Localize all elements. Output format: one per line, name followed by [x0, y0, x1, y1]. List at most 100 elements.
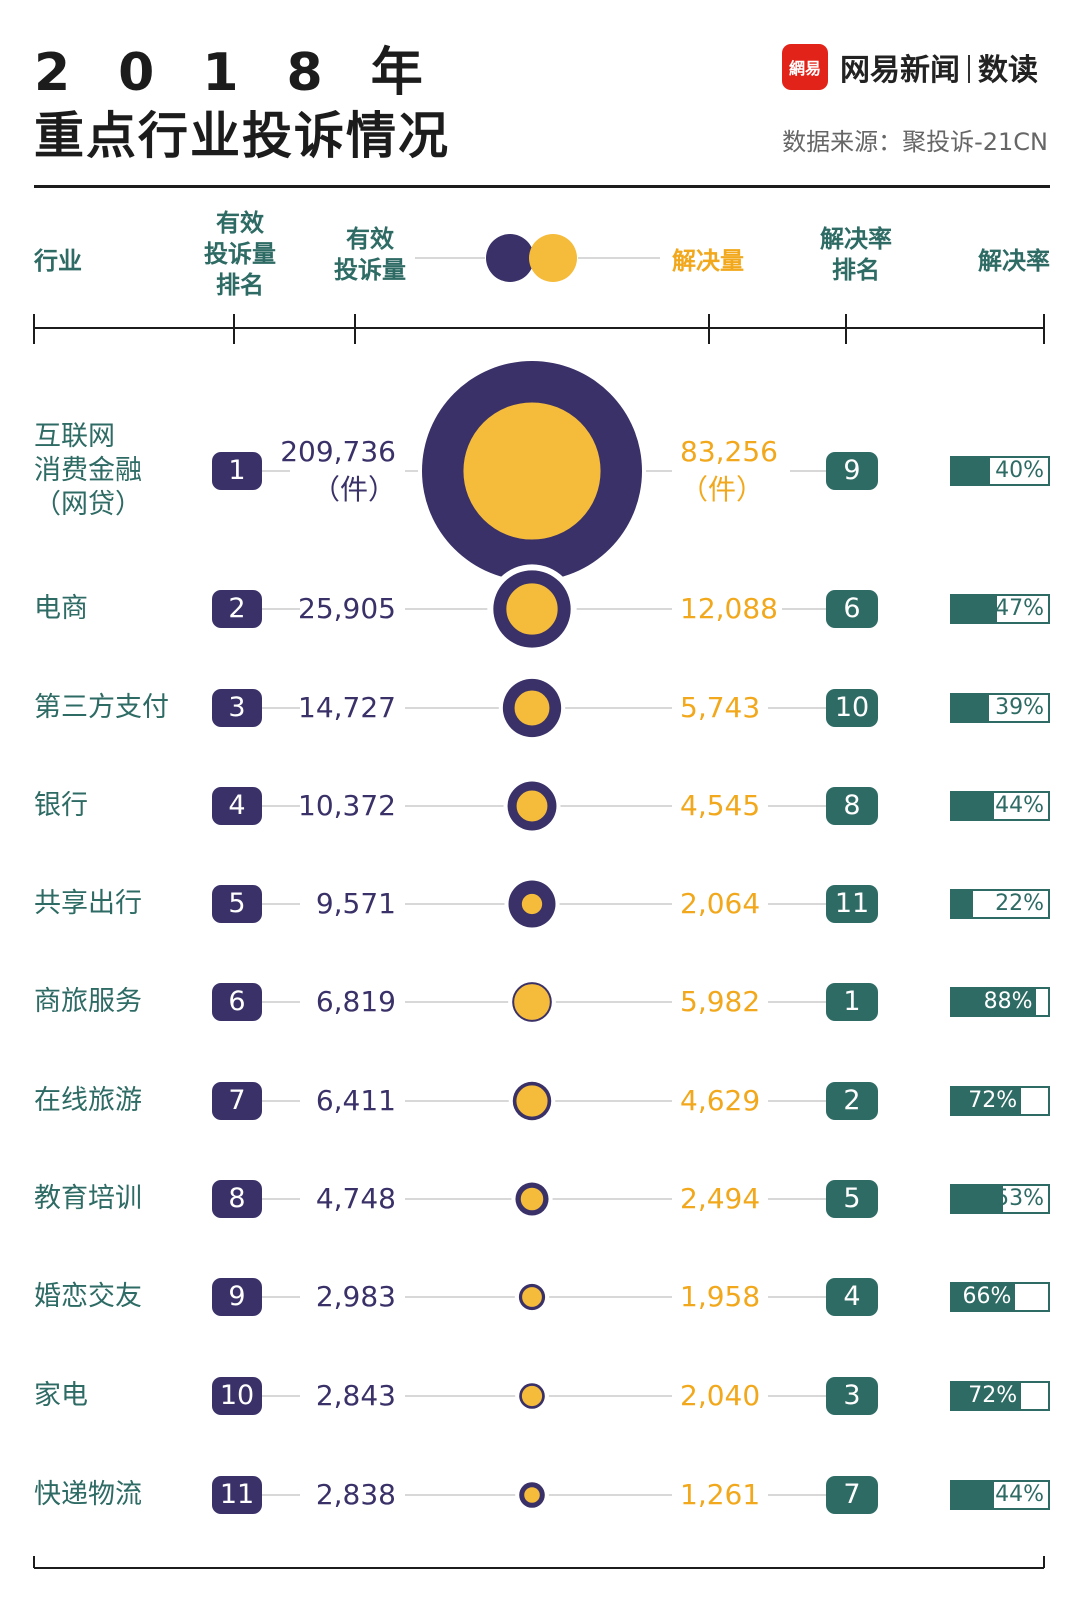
rate-label: 66% [962, 1284, 1012, 1309]
complaint-rank-badge: 3 [212, 689, 262, 727]
col-header-complaint-rank: 有效 投诉量 排名 [204, 209, 276, 299]
rate-label: 22% [995, 891, 1044, 916]
rate-rank-badge: 3 [826, 1377, 878, 1415]
resolved-value: 2,064 [680, 887, 761, 920]
resolved-bubble [504, 581, 560, 637]
industry-label: 在线旅游 [34, 1085, 142, 1116]
rate-bar-fill [952, 1284, 1016, 1310]
resolved-value: 5,743 [680, 691, 761, 724]
rate-bar: 53% [950, 1184, 1050, 1214]
rate-bar-fill [952, 1482, 995, 1508]
rate-label: 53% [995, 1186, 1044, 1211]
brand-divider [968, 55, 970, 83]
complaint-rank-badge: 6 [212, 983, 262, 1021]
rate-rank-badge: 7 [826, 1476, 878, 1514]
resolved-value: 1,958 [680, 1280, 761, 1313]
rate-bar: 88% [950, 987, 1050, 1017]
data-source: 数据来源：聚投诉-21CN [782, 128, 1048, 156]
rate-bar: 39% [950, 693, 1050, 723]
rate-bar: 66% [950, 1282, 1050, 1312]
rate-bar: 47% [950, 594, 1050, 624]
complaint-rank-badge: 5 [212, 885, 262, 923]
resolved-value: 5,982 [680, 985, 761, 1018]
complaint-rank-badge: 2 [212, 590, 262, 628]
rate-bar: 72% [950, 1381, 1050, 1411]
complaints-value: 209,736 [280, 435, 396, 468]
industry-label: 第三方支付 [34, 692, 169, 723]
rate-bar-fill [952, 458, 991, 484]
rate-rank-badge: 5 [826, 1180, 878, 1218]
rate-bar-fill [952, 596, 998, 622]
rate-rank-badge: 9 [826, 452, 878, 490]
resolved-value: 4,545 [680, 789, 761, 822]
rate-bar-fill [952, 1088, 1022, 1114]
resolved-value: 1,261 [680, 1478, 761, 1511]
resolved-unit: （件） [680, 473, 765, 506]
rate-label: 47% [995, 596, 1044, 621]
brand-name: 网易新闻 [840, 53, 960, 88]
rate-bar-fill [952, 1383, 1022, 1409]
industry-label: 共享出行 [34, 888, 142, 919]
resolved-bubble [514, 1083, 550, 1119]
brand-section: 数读 [978, 53, 1038, 88]
industry-label: 电商 [34, 593, 88, 624]
col-header-rate-rank: 解决率 排名 [820, 225, 892, 284]
rate-bar: 22% [950, 889, 1050, 919]
complaints-value: 10,372 [298, 789, 396, 822]
rate-rank-badge: 10 [826, 689, 878, 727]
industry-label: 家电 [34, 1380, 88, 1411]
rate-bar-fill [952, 1186, 1003, 1212]
rate-bar: 40% [950, 456, 1050, 486]
resolved-bubble [522, 1485, 542, 1505]
brand-text: 网易新闻 数读 [840, 45, 1038, 89]
col-header-industry: 行业 [34, 247, 82, 275]
brand: 網易 网易新闻 数读 [782, 44, 1038, 90]
complaints-value: 2,838 [315, 1478, 396, 1511]
resolved-value: 83,256 [680, 435, 778, 468]
complaints-value: 4,748 [315, 1182, 396, 1215]
complaints-value: 6,819 [315, 985, 396, 1018]
industry-label: 商旅服务 [34, 986, 142, 1017]
complaint-rank-badge: 9 [212, 1278, 262, 1316]
rate-label: 44% [995, 1482, 1044, 1507]
resolved-value: 12,088 [680, 592, 778, 625]
rate-label: 44% [995, 793, 1044, 818]
netease-logo: 網易 [782, 44, 828, 90]
complaints-value: 2,843 [315, 1379, 396, 1412]
rate-label: 72% [968, 1088, 1018, 1113]
rate-label: 88% [983, 989, 1033, 1014]
rate-label: 40% [995, 458, 1044, 483]
resolved-bubble [513, 689, 551, 727]
complaints-value: 14,727 [298, 691, 396, 724]
rate-bar: 44% [950, 1480, 1050, 1510]
resolved-bubble [461, 400, 603, 542]
industry-label: 教育培训 [34, 1183, 142, 1214]
complaint-rank-badge: 7 [212, 1082, 262, 1120]
rate-bar-fill [952, 695, 990, 721]
page-title: 重点行业投诉情况 [34, 107, 450, 165]
rate-bar-fill [952, 793, 995, 819]
complaints-unit: （件） [311, 473, 396, 506]
rate-label: 72% [968, 1383, 1018, 1408]
resolved-value: 2,040 [680, 1379, 761, 1412]
complaints-value: 6,411 [315, 1084, 396, 1117]
resolved-bubble [520, 1384, 544, 1408]
complaint-rank-badge: 11 [212, 1476, 262, 1514]
industry-label: 婚恋交友 [34, 1281, 142, 1312]
legend-resolved-circle [529, 234, 577, 282]
resolved-bubble [519, 1186, 545, 1212]
resolved-value: 2,494 [680, 1182, 761, 1215]
resolved-bubble [520, 892, 544, 916]
complaints-value: 25,905 [298, 592, 396, 625]
rate-bar: 44% [950, 791, 1050, 821]
complaint-rank-badge: 4 [212, 787, 262, 825]
rate-bar: 72% [950, 1086, 1050, 1116]
rate-rank-badge: 6 [826, 590, 878, 628]
resolved-bubble [512, 982, 552, 1022]
rate-rank-badge: 11 [826, 885, 878, 923]
col-header-resolved: 解决量 [672, 247, 744, 275]
complaints-value: 2,983 [315, 1280, 396, 1313]
rate-rank-badge: 2 [826, 1082, 878, 1120]
rate-bar-fill [952, 891, 974, 917]
